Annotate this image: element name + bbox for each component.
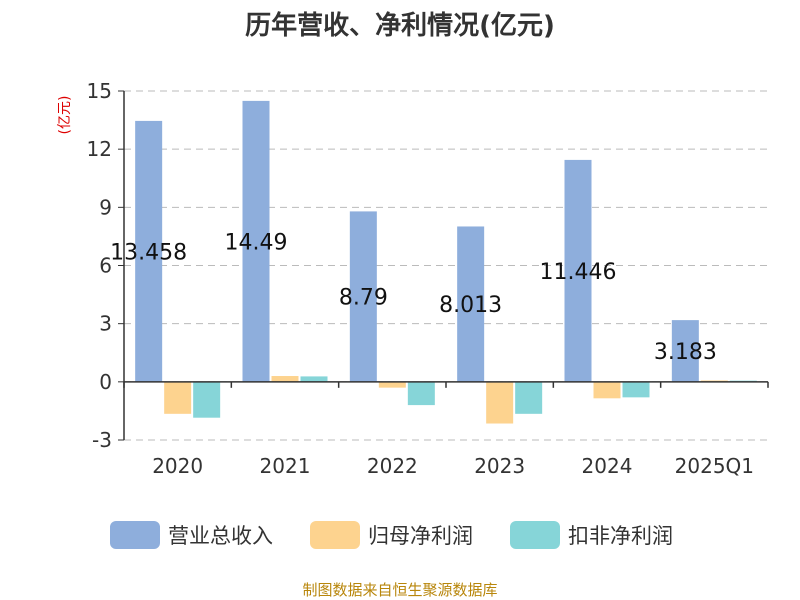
x-tick-label: 2020 [152,454,203,478]
chart-title: 历年营收、净利情况(亿元) [245,10,555,41]
source-note: 制图数据来自恒生聚源数据库 [302,581,497,599]
y-tick-label: 12 [87,137,112,161]
legend: 营业总收入 归母净利润 扣非净利润 [110,521,673,549]
bar [486,381,514,424]
x-tick-label: 2025Q1 [675,454,754,478]
data-label: 11.446 [540,260,617,285]
y-axis-label: (亿元) [57,96,73,135]
bars [135,100,757,424]
y-tick-label: 6 [99,254,112,278]
bar [671,320,699,382]
bar [300,376,328,382]
legend-swatch [310,521,360,549]
bar [378,381,406,388]
y-tick-label: 0 [99,370,112,394]
data-label: 8.013 [439,293,502,318]
axes: -3 0 3 6 9 12 15 2020 2021 2022 2023 2024 2025Q1 [87,79,769,478]
legend-label: 归母净利润 [368,524,473,548]
y-tick-label: 9 [99,195,112,219]
bar [457,226,485,382]
x-tick-label: 2024 [582,454,633,478]
data-labels: 13.458 14.49 8.79 8.013 11.446 3.183 [110,230,717,365]
legend-swatch [110,521,160,549]
bar [564,159,592,382]
bar [193,381,221,418]
bar [242,100,270,382]
x-tick-label: 2021 [260,454,311,478]
data-label: 13.458 [110,240,187,265]
legend-swatch [510,521,560,549]
data-label: 3.183 [654,340,717,365]
y-tick-label: -3 [92,428,112,452]
bar [622,381,650,398]
x-tick-label: 2023 [474,454,525,478]
bar [349,211,377,382]
bar [407,381,435,406]
bar [515,381,543,414]
y-tick-label: 3 [99,312,112,336]
data-label: 8.79 [339,286,388,311]
y-tick-label: 15 [87,79,112,103]
bar [593,381,621,399]
bar [135,120,163,382]
legend-label: 营业总收入 [168,524,273,548]
x-tick-label: 2022 [367,454,418,478]
legend-label: 扣非净利润 [568,524,673,548]
bar [164,381,192,414]
data-label: 14.49 [225,230,288,255]
bar [271,376,299,382]
